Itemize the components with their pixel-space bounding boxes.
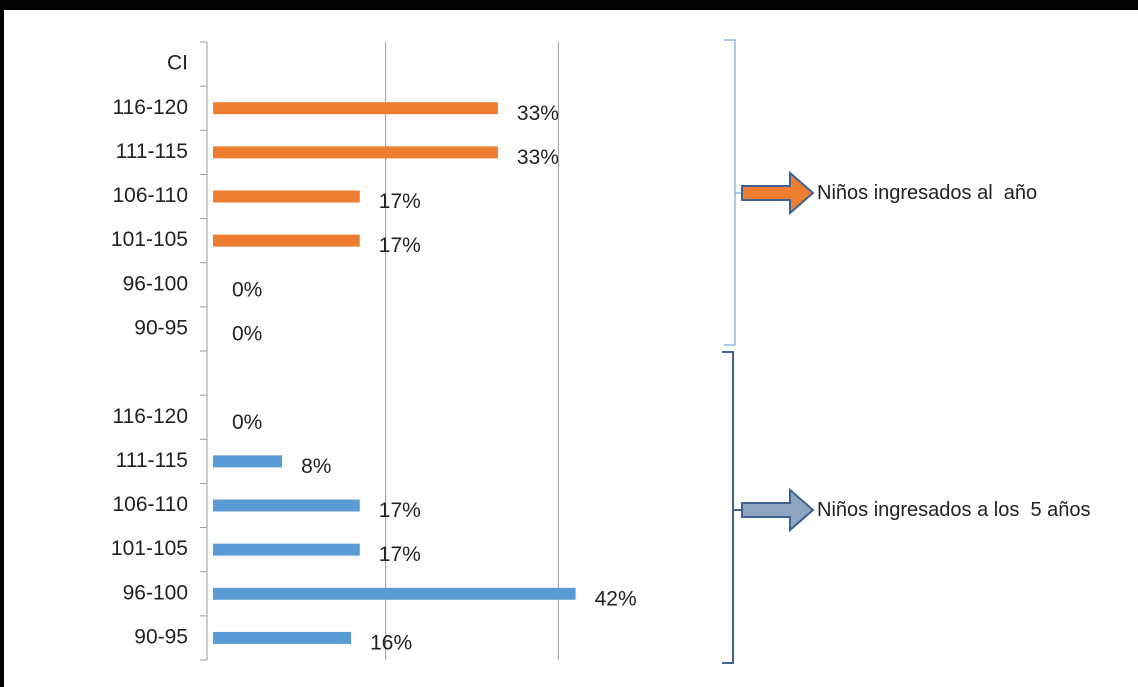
legend-label: Niños ingresados a los 5 años bbox=[817, 499, 1091, 521]
y-tick-label: 111-115 bbox=[116, 449, 188, 472]
y-tick-label: 101-105 bbox=[111, 228, 188, 251]
bar bbox=[213, 499, 360, 512]
data-label: 33% bbox=[517, 102, 559, 125]
bar bbox=[213, 455, 283, 468]
data-label: 0% bbox=[232, 278, 262, 301]
y-tick-label: 96-100 bbox=[123, 581, 188, 604]
legend-label: Niños ingresados al año bbox=[817, 182, 1038, 204]
bar bbox=[213, 631, 352, 644]
bar bbox=[213, 234, 360, 247]
bar bbox=[213, 543, 360, 556]
y-tick-label: CI bbox=[167, 52, 188, 75]
data-label: 17% bbox=[379, 190, 421, 213]
data-label: 17% bbox=[379, 543, 421, 566]
data-label: 42% bbox=[595, 587, 637, 610]
y-tick-label: 101-105 bbox=[111, 537, 188, 560]
legend-bracket bbox=[724, 39, 742, 346]
left-border bbox=[0, 0, 4, 687]
bar bbox=[213, 102, 498, 115]
y-tick-label: 90-95 bbox=[134, 625, 188, 648]
data-label: 17% bbox=[379, 234, 421, 257]
bar bbox=[213, 190, 360, 203]
y-tick-label: 116-120 bbox=[112, 96, 188, 119]
bar bbox=[213, 146, 498, 159]
y-tick-label: 106-110 bbox=[112, 493, 188, 516]
legend-arrow bbox=[741, 487, 815, 533]
data-label: 0% bbox=[232, 411, 262, 434]
y-tick-label: 106-110 bbox=[112, 184, 188, 207]
data-label: 33% bbox=[517, 146, 559, 169]
y-tick-label: 96-100 bbox=[123, 272, 188, 295]
legend-arrow bbox=[741, 170, 815, 216]
top-border bbox=[0, 0, 1138, 10]
data-label: 0% bbox=[232, 322, 262, 345]
data-label: 17% bbox=[379, 499, 421, 522]
data-label: 8% bbox=[301, 455, 331, 478]
data-label: 16% bbox=[370, 631, 412, 654]
bar bbox=[213, 587, 576, 600]
y-tick-label: 116-120 bbox=[112, 405, 188, 428]
y-tick-label: 111-115 bbox=[116, 140, 188, 163]
legend-bracket bbox=[722, 351, 742, 664]
y-tick-label: 90-95 bbox=[134, 316, 188, 339]
